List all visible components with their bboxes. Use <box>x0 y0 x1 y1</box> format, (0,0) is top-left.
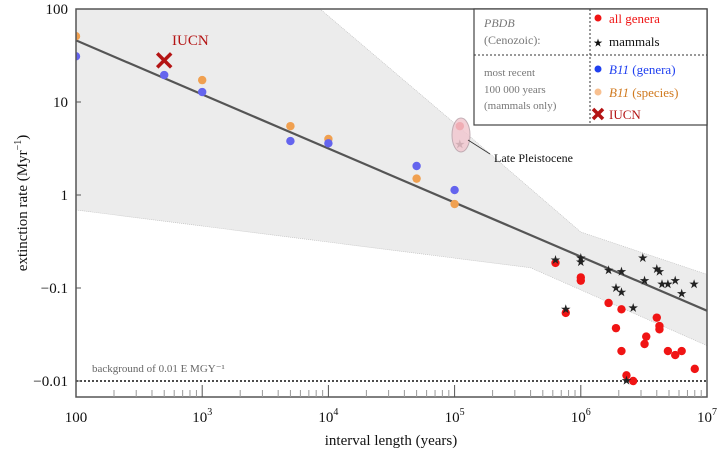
x-tick-label: 100 <box>65 410 88 426</box>
regression-line <box>76 39 707 312</box>
data-point-pbdb-mammals <box>603 265 614 275</box>
data-point-pbdb-mammals <box>561 304 571 314</box>
data-point-pbdb-mammals <box>657 279 667 289</box>
data-point-pbdb-genera <box>690 364 699 374</box>
y-tick-label: 10 <box>53 95 68 111</box>
legend-label-pbdb-mammals: mammals <box>609 34 660 49</box>
legend-group1-title: PBDB <box>483 16 515 30</box>
data-point-pbdb-genera <box>671 350 680 360</box>
data-point-b11-species <box>450 199 459 209</box>
data-point-pbdb-mammals <box>550 255 561 264</box>
y-axis-label: extinction rate (Myr−1) <box>13 135 31 271</box>
x-tick-label: 106 <box>571 407 591 426</box>
legend-group2-line1: most recent <box>484 67 535 79</box>
data-point-b11-genera <box>412 161 421 171</box>
data-point-pbdb-genera <box>622 371 631 380</box>
legend-group1-subtitle: (Cenozoic): <box>484 33 541 47</box>
x-tick-label: 107 <box>697 407 717 426</box>
data-point-b11-species <box>412 174 421 183</box>
data-point-pbdb-mammals <box>628 303 638 312</box>
data-point-pbdb-genera <box>576 276 585 285</box>
iucn-annotation: IUCN <box>172 33 209 49</box>
legend-label-b11-genera: B11 (genera) <box>609 62 676 77</box>
late-pleistocene-annotation: Late Pleistocene <box>494 151 573 165</box>
late-pleistocene-leader <box>467 139 491 155</box>
legend-marker-mammals <box>593 38 603 47</box>
y-tick-label: 1 <box>61 188 69 204</box>
data-point-pbdb-mammals <box>652 264 662 274</box>
x-tick-label: 105 <box>445 407 465 426</box>
confidence-band <box>76 9 707 346</box>
data-point-b11-genera <box>286 136 295 146</box>
data-point-pbdb-genera <box>640 339 649 349</box>
data-point-pbdb-mammals <box>689 279 699 289</box>
data-point-pbdb-mammals <box>639 275 650 285</box>
data-point-pbdb-genera <box>604 298 613 308</box>
legend: PBDB (Cenozoic): most recent 100 000 yea… <box>473 8 708 126</box>
data-point-pbdb-mammals <box>616 287 627 297</box>
legend-label-iucn: IUCN <box>609 107 641 122</box>
data-point-pbdb-genera <box>677 346 686 356</box>
data-point-b11-species <box>76 31 81 41</box>
legend-group2-line3: (mammals only) <box>484 100 557 112</box>
y-tick-label: 100 <box>46 2 69 18</box>
data-point-b11-genera <box>160 70 169 80</box>
legend-marker-b11-species <box>594 88 602 96</box>
data-point-pbdb-mammals <box>663 279 673 289</box>
data-point-b11-species <box>198 75 207 85</box>
data-point-pbdb-genera <box>628 376 638 386</box>
data-point-pbdb-genera <box>617 346 626 356</box>
y-tick-label: −0.1 <box>41 281 68 297</box>
legend-label-b11-species: B11 (species) <box>609 85 678 100</box>
legend-marker-iucn <box>591 107 605 121</box>
x-tick-label: 103 <box>192 407 212 426</box>
legend-label-pbdb-genera: all genera <box>609 11 660 26</box>
x-axis-label: interval length (years) <box>325 433 457 449</box>
data-point-pbdb-genera <box>663 346 673 356</box>
x-tick-label: 104 <box>318 407 338 426</box>
data-point-pbdb-mammals <box>611 283 621 292</box>
data-point-b11-genera <box>324 139 333 148</box>
legend-group2-line2: 100 000 years <box>484 84 546 96</box>
data-point-pbdb-mammals <box>676 288 687 298</box>
background-label: background of 0.01 E MGY⁻¹ <box>92 363 225 375</box>
data-point-pbdb-genera <box>655 325 664 334</box>
data-point-b11-species <box>286 121 295 131</box>
data-point-b11-genera <box>76 52 81 61</box>
plot-frame <box>75 8 708 398</box>
data-point-pbdb-mammals <box>621 375 632 385</box>
data-point-pbdb-genera <box>611 323 621 333</box>
data-point-pbdb-mammals <box>654 266 665 276</box>
data-point-pbdb-genera <box>652 313 661 322</box>
data-point-pbdb-mammals <box>670 275 680 285</box>
data-point-pbdb-genera <box>617 305 626 314</box>
legend-marker-b11-genera <box>594 65 602 73</box>
data-point-pbdb-mammals <box>638 253 648 263</box>
data-point-b11-genera <box>450 185 459 195</box>
data-point-pbdb-genera <box>642 332 651 341</box>
legend-marker-pbdb-genera <box>594 14 602 22</box>
data-point-b11-genera <box>198 87 207 97</box>
data-point-iucn <box>155 52 173 69</box>
late-pleistocene-highlight <box>451 117 471 153</box>
data-point-pbdb-genera <box>551 258 560 268</box>
y-tick-label: −0.01 <box>33 374 68 390</box>
data-point-pbdb-mammals <box>616 266 627 276</box>
data-point-pbdb-mammals <box>576 257 586 267</box>
